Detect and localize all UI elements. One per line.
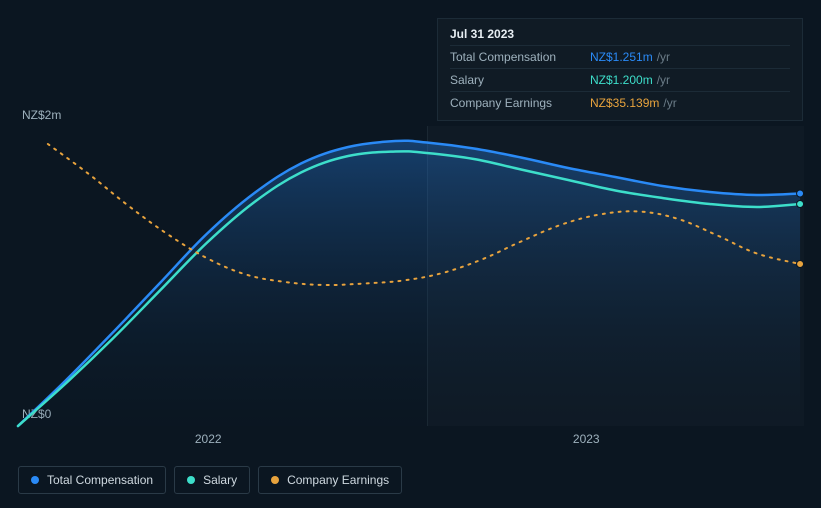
legend-dot-icon xyxy=(31,476,39,484)
chart-tooltip: Jul 31 2023 Total Compensation NZ$1.251m… xyxy=(437,18,803,121)
tooltip-row-label: Company Earnings xyxy=(450,96,590,110)
tooltip-row-label: Salary xyxy=(450,73,590,87)
legend-item-total-compensation[interactable]: Total Compensation xyxy=(18,466,166,494)
tooltip-row-value: NZ$1.200m xyxy=(590,73,653,87)
tooltip-row: Company Earnings NZ$35.139m /yr xyxy=(450,91,790,114)
legend-label: Total Compensation xyxy=(47,473,153,487)
legend-dot-icon xyxy=(187,476,195,484)
tooltip-row-unit: /yr xyxy=(663,96,676,110)
tooltip-row: Salary NZ$1.200m /yr xyxy=(450,68,790,91)
tooltip-row-label: Total Compensation xyxy=(450,50,590,64)
tooltip-row: Total Compensation NZ$1.251m /yr xyxy=(450,45,790,68)
chart-svg xyxy=(18,126,804,426)
tooltip-date: Jul 31 2023 xyxy=(450,27,790,45)
tooltip-row-value: NZ$1.251m xyxy=(590,50,653,64)
tooltip-row-unit: /yr xyxy=(657,50,670,64)
tooltip-row-value: NZ$35.139m xyxy=(590,96,659,110)
x-axis-tick: 2023 xyxy=(556,432,616,446)
legend-label: Company Earnings xyxy=(287,473,389,487)
tooltip-row-unit: /yr xyxy=(657,73,670,87)
x-axis-tick: 2022 xyxy=(178,432,238,446)
legend-item-salary[interactable]: Salary xyxy=(174,466,250,494)
legend-dot-icon xyxy=(271,476,279,484)
chart-container: Jul 31 2023 Total Compensation NZ$1.251m… xyxy=(0,0,821,508)
y-axis-tick-top: NZ$2m xyxy=(22,108,61,122)
chart-legend: Total Compensation Salary Company Earnin… xyxy=(18,466,402,494)
legend-item-company-earnings[interactable]: Company Earnings xyxy=(258,466,402,494)
legend-label: Salary xyxy=(203,473,237,487)
